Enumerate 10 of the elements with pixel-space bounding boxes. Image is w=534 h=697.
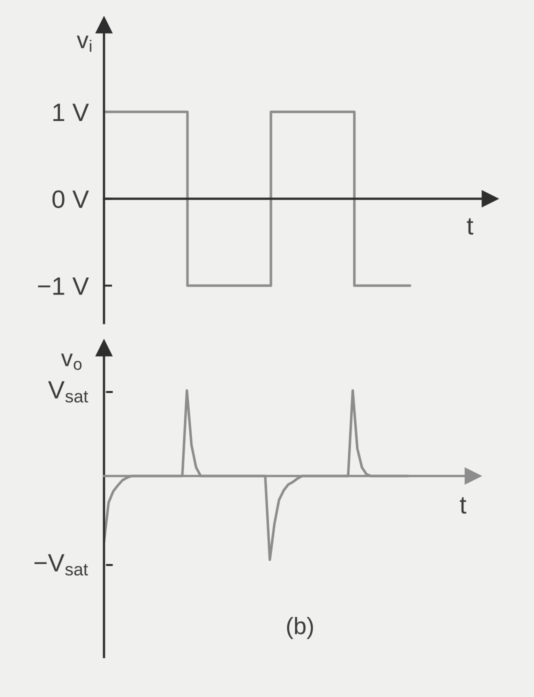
y-axis-title: v$_{i}$	[76, 36, 92, 52]
x-axis-title: t	[460, 497, 466, 514]
y-axis-title: v$_{o}$	[61, 354, 82, 370]
x-axis-title: t	[466, 218, 474, 235]
text: −V$_{sat}$	[34, 554, 88, 576]
text: V$_{sat}$	[48, 381, 88, 403]
y-tick-label: −1 V	[38, 278, 89, 295]
y-tick-label: 0 V	[52, 190, 89, 208]
y-tick-label: 1 V	[53, 104, 89, 121]
text: (b)	[287, 616, 313, 639]
